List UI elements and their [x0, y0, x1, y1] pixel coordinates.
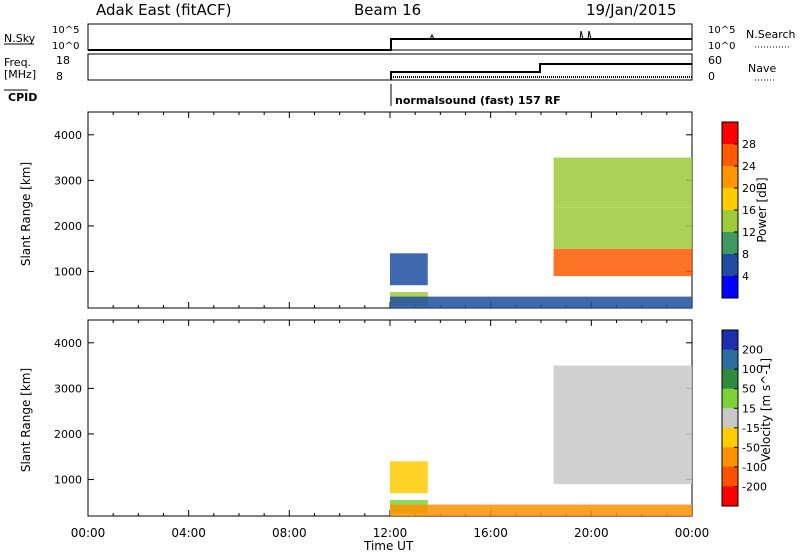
colorbar-swatch — [722, 144, 738, 167]
y-tick-label: 3000 — [54, 382, 82, 395]
station-title: Adak East (fitACF) — [96, 1, 231, 19]
colorbar-tick-label: -100 — [742, 461, 767, 474]
power-panel: 1000 2000 3000 4000 Slant Range [km] — [19, 111, 693, 309]
colorbar-tick-label: 24 — [742, 160, 756, 173]
x-tick-label: 20:00 — [574, 526, 609, 540]
colorbar-tick-label: 16 — [742, 204, 756, 217]
y-tick-label: 4000 — [54, 337, 82, 350]
colorbar-tick-label: 50 — [742, 383, 756, 396]
x-axis-label: Time UT — [363, 539, 414, 553]
freq-label: Freq. — [4, 56, 31, 69]
nave-label: Nave — [748, 62, 776, 75]
y-tick-label: 2000 — [54, 220, 82, 233]
colorbar-swatch — [722, 210, 738, 233]
velocity-data — [390, 365, 692, 516]
x-tick-label: 00:00 — [71, 526, 106, 540]
colorbar-tick-label: 8 — [742, 248, 749, 261]
colorbar-swatch — [722, 427, 738, 448]
y-tick-label: 4000 — [54, 129, 82, 142]
colorbar-swatch — [722, 466, 738, 487]
colorbar-swatch — [722, 276, 738, 299]
colorbar-tick-label: 200 — [742, 344, 763, 357]
velocity-colorbar: 200 100 50 15 -15 -50 -100 -200 — [721, 329, 767, 507]
colorbar-swatch — [722, 486, 738, 507]
nave-tick-bottom: 0 — [708, 70, 715, 83]
freq-unit: [MHz] — [4, 68, 36, 81]
freq-tick-top: 18 — [56, 54, 70, 67]
velocity-ylabel: Slant Range [km] — [19, 368, 33, 472]
colorbar-swatch — [722, 254, 738, 277]
x-tick-label: 16:00 — [473, 526, 508, 540]
x-tick-labels: 00:00 04:00 08:00 12:00 16:00 20:00 00:00 — [71, 526, 710, 540]
colorbar-swatch — [722, 330, 738, 351]
x-tick-label: 12:00 — [373, 526, 408, 540]
date-title: 19/Jan/2015 — [586, 1, 677, 19]
colorbar-tick-label: 12 — [742, 226, 756, 239]
colorbar-frame — [721, 329, 739, 507]
power-colorbar: 28 24 20 16 12 8 4 — [721, 121, 756, 299]
beam-title: Beam 16 — [354, 1, 421, 19]
nsearch-label: N.Search — [746, 28, 796, 41]
power-ylabel: Slant Range [km] — [19, 162, 33, 266]
colorbar-tick-label: 15 — [742, 402, 756, 415]
x-tick-label: 00:00 — [675, 526, 710, 540]
cpid-label: CPID — [8, 91, 37, 104]
nsky-label: N.Sky — [4, 32, 36, 45]
nsearch-tick-top: 10^5 — [708, 25, 735, 36]
colorbar-swatch — [722, 408, 738, 429]
colorbar-swatch — [722, 166, 738, 189]
colorbar-swatch — [722, 447, 738, 468]
velocity-colorbar-label: Velocity [m s^-1] — [759, 358, 773, 462]
data-region — [553, 365, 692, 485]
y-tick-label: 1000 — [54, 266, 82, 279]
colorbar-tick-label: 100 — [742, 363, 763, 376]
data-region — [390, 504, 692, 516]
power-data — [390, 157, 692, 308]
colorbar-tick-label: -50 — [742, 441, 760, 454]
nsky-tick-bottom: 10^0 — [52, 41, 79, 52]
colorbar-tick-label: 4 — [742, 270, 749, 283]
colorbar-swatch — [722, 122, 738, 145]
data-region — [390, 461, 428, 494]
colorbar-tick-label: -200 — [742, 480, 767, 493]
power-colorbar-label: Power [dB] — [755, 177, 769, 242]
freq-trace — [390, 63, 692, 80]
nave-tick-top: 60 — [708, 54, 722, 67]
data-region — [553, 248, 692, 277]
colorbar-tick-label: 28 — [742, 138, 756, 151]
colorbar-swatch — [722, 369, 738, 390]
colorbar-tick-label: 20 — [742, 182, 756, 195]
velocity-panel: 1000 2000 3000 4000 Slant Range [km] — [19, 319, 693, 517]
freq-tick-bottom: 8 — [56, 70, 63, 83]
nsearch-tick-bottom: 10^0 — [708, 41, 735, 52]
colorbar-swatch — [722, 188, 738, 211]
y-tick-label: 1000 — [54, 474, 82, 487]
data-region — [390, 253, 428, 286]
x-tick-label: 04:00 — [171, 526, 206, 540]
nsky-trace — [88, 38, 692, 51]
x-tick-label: 08:00 — [272, 526, 307, 540]
colorbar-swatch — [722, 232, 738, 255]
cpid-text: normalsound (fast) 157 RF — [395, 94, 561, 107]
colorbar-swatch — [722, 388, 738, 409]
data-region — [390, 296, 692, 308]
data-region — [553, 207, 692, 249]
y-tick-label: 2000 — [54, 428, 82, 441]
nsearch-trace — [391, 30, 692, 40]
colorbar-tick-label: -15 — [742, 422, 760, 435]
nsky-tick-top: 10^5 — [52, 25, 79, 36]
data-region — [553, 157, 692, 208]
colorbar-swatch — [722, 349, 738, 370]
y-tick-label: 3000 — [54, 174, 82, 187]
